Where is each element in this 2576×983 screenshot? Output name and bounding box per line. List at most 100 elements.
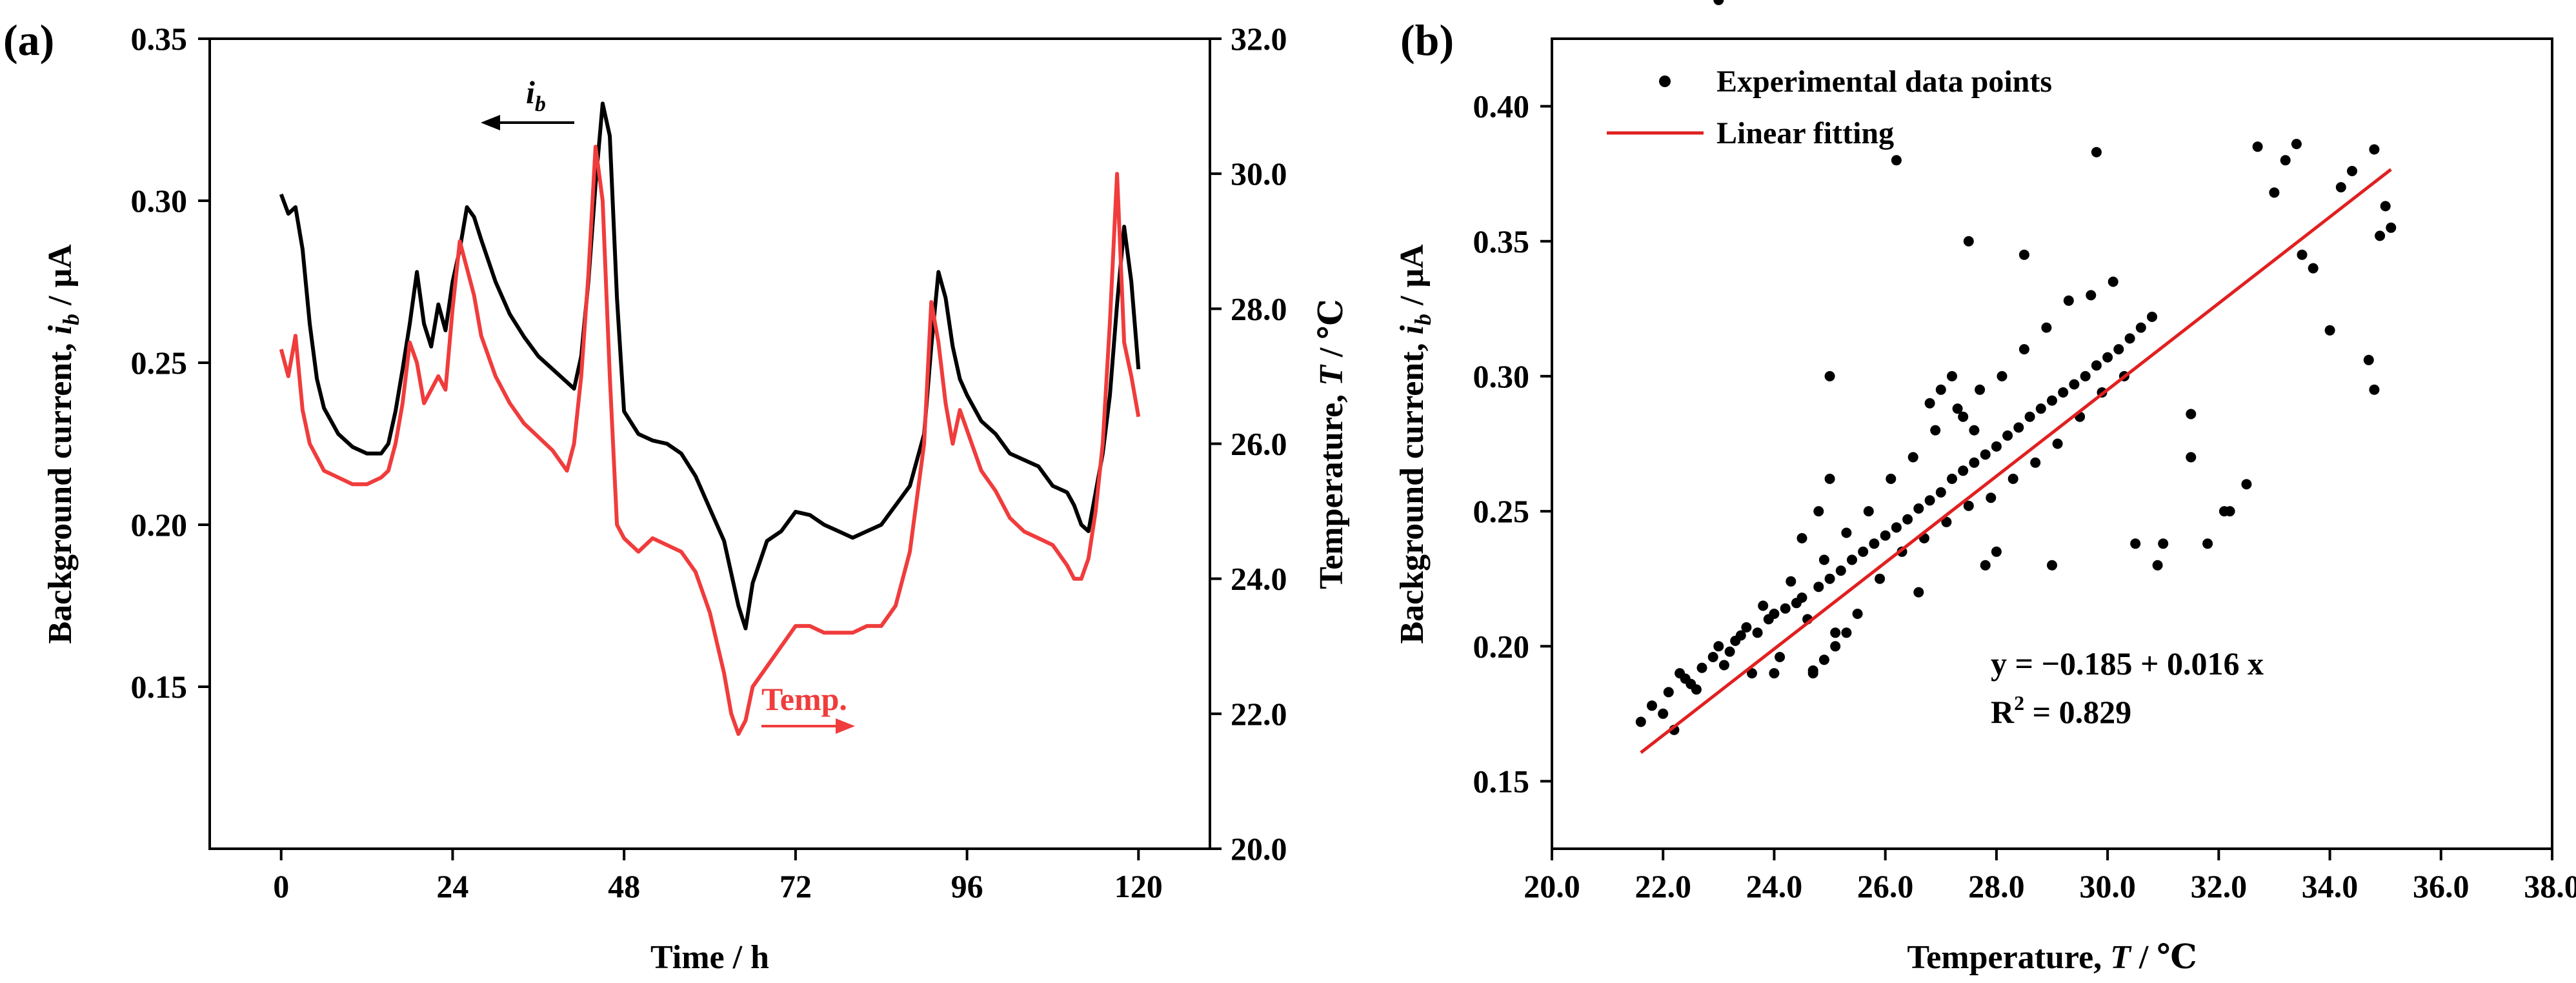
x-tick-label: 36.0 <box>2413 868 2470 904</box>
data-point <box>2018 344 2029 355</box>
x-tick-label: 48 <box>608 868 640 904</box>
temperature-series-line <box>279 145 1141 736</box>
data-point <box>2252 141 2263 152</box>
x-tick-label: 120 <box>1114 868 1163 904</box>
y-left-tick-label: 0.30 <box>131 183 188 219</box>
data-point <box>2080 370 2091 381</box>
panel-b-plot-frame <box>1551 37 2553 850</box>
data-point <box>1813 582 1824 593</box>
xlabel-b-suffix: / ℃ <box>2131 939 2197 976</box>
data-point <box>2369 144 2380 155</box>
ylabel-right-sym: T <box>1313 364 1350 386</box>
data-point <box>1830 627 1841 638</box>
data-point <box>1997 370 2007 381</box>
data-point <box>1930 425 1941 436</box>
ylabel-left-sym: i <box>42 325 79 334</box>
legend-fit-label: Linear fitting <box>1716 116 1894 150</box>
data-point <box>1691 684 1702 695</box>
panel-b: (b) 20.0 22.0 24.0 26.0 28.0 30.0 32.0 34.0 36.0… <box>1394 0 2576 976</box>
data-point <box>2030 457 2041 468</box>
y-left-tick-label: 0.25 <box>131 345 188 381</box>
fit-equation: y = −0.185 + 0.016 x <box>1991 645 2264 682</box>
y-tick-label: 0.25 <box>1473 493 1530 529</box>
data-point <box>1847 554 1857 565</box>
panel-a-label: (a) <box>3 15 54 65</box>
y-left-tick-label: 0.20 <box>131 507 188 543</box>
data-point <box>1991 546 2002 557</box>
data-point <box>1824 370 1835 381</box>
data-point <box>1947 370 1957 381</box>
panel-a: (a) 0 24 48 72 96 120 0.15 0.20 0.25 0.30 0.35 20.0… <box>3 15 1350 976</box>
data-point <box>2130 538 2141 549</box>
data-point <box>1824 473 1835 484</box>
data-point <box>2102 352 2113 363</box>
r2-prefix: R <box>1991 694 2015 730</box>
data-point <box>2241 479 2252 490</box>
data-point <box>2324 325 2335 336</box>
data-point <box>1824 573 1835 584</box>
panel-b-scatter-points <box>1635 0 2397 735</box>
y-left-tick-label: 0.35 <box>131 21 188 57</box>
data-point <box>2280 155 2291 166</box>
data-point <box>1941 516 1952 527</box>
data-point <box>1813 506 1824 517</box>
x-tick-label: 38.0 <box>2524 868 2576 904</box>
ylabel-left-sub: b <box>58 314 84 325</box>
ylabel-b-prefix: Background current, <box>1394 334 1431 644</box>
data-point <box>1902 514 1913 525</box>
xlabel-b-prefix: Temperature, <box>1907 939 2110 976</box>
data-point <box>2047 560 2057 571</box>
panel-b-tick-labels: 20.0 22.0 24.0 26.0 28.0 30.0 32.0 34.0 36.0 38.0… <box>1473 88 2576 904</box>
data-point <box>2063 295 2074 306</box>
data-point <box>2108 276 2118 287</box>
linear-fit-line <box>1640 168 2392 755</box>
data-point <box>2202 538 2213 549</box>
data-point <box>1796 532 1807 543</box>
x-tick-label: 30.0 <box>2079 868 2136 904</box>
data-point <box>1891 155 1902 166</box>
ib-arrow-head <box>481 115 500 130</box>
y-left-tick-label: 0.15 <box>131 669 188 705</box>
data-point <box>1913 503 1924 514</box>
r2-suffix: = 0.829 <box>2024 694 2131 730</box>
data-point <box>1786 576 1796 587</box>
data-point <box>1963 500 1974 511</box>
data-point <box>1858 546 1869 557</box>
ylabel-left-prefix: Background current, <box>42 334 79 644</box>
y-right-tick-label: 32.0 <box>1231 21 1287 57</box>
y-tick-label: 0.20 <box>1473 628 1530 664</box>
data-point <box>2018 249 2029 260</box>
data-point <box>1852 609 1863 619</box>
data-point <box>2291 139 2302 150</box>
data-point <box>2297 249 2308 260</box>
data-point <box>1935 384 1946 395</box>
data-point <box>2052 438 2063 449</box>
data-point <box>2007 473 2018 484</box>
data-point <box>1747 668 1757 679</box>
data-point <box>2308 263 2319 274</box>
data-point <box>2013 422 2024 433</box>
panel-a-plot-frame <box>208 37 1211 850</box>
data-point <box>1863 506 1874 517</box>
data-point <box>1680 673 1691 684</box>
data-point <box>2041 322 2052 333</box>
data-point <box>2124 333 2135 344</box>
data-point <box>2113 344 2124 355</box>
legend-experimental-label: Experimental data points <box>1716 65 2052 99</box>
data-point <box>1713 641 1724 652</box>
data-point <box>1796 593 1807 603</box>
panel-a-ticks <box>198 37 1222 860</box>
data-point <box>2186 409 2197 420</box>
data-point <box>1980 449 1991 460</box>
data-point <box>1952 403 1963 414</box>
temp-arrow-head <box>836 718 855 734</box>
ib-annotation-sym: i <box>526 74 535 110</box>
temp-annotation-label: Temp. <box>761 681 847 717</box>
data-point <box>1769 668 1780 679</box>
data-point <box>1775 652 1786 662</box>
ylabel-right-suffix: / ℃ <box>1313 299 1350 365</box>
y-right-tick-label: 24.0 <box>1231 561 1287 597</box>
panel-b-ylabel: Background current, ib / μA <box>1394 244 1436 644</box>
data-point <box>1807 668 1818 679</box>
